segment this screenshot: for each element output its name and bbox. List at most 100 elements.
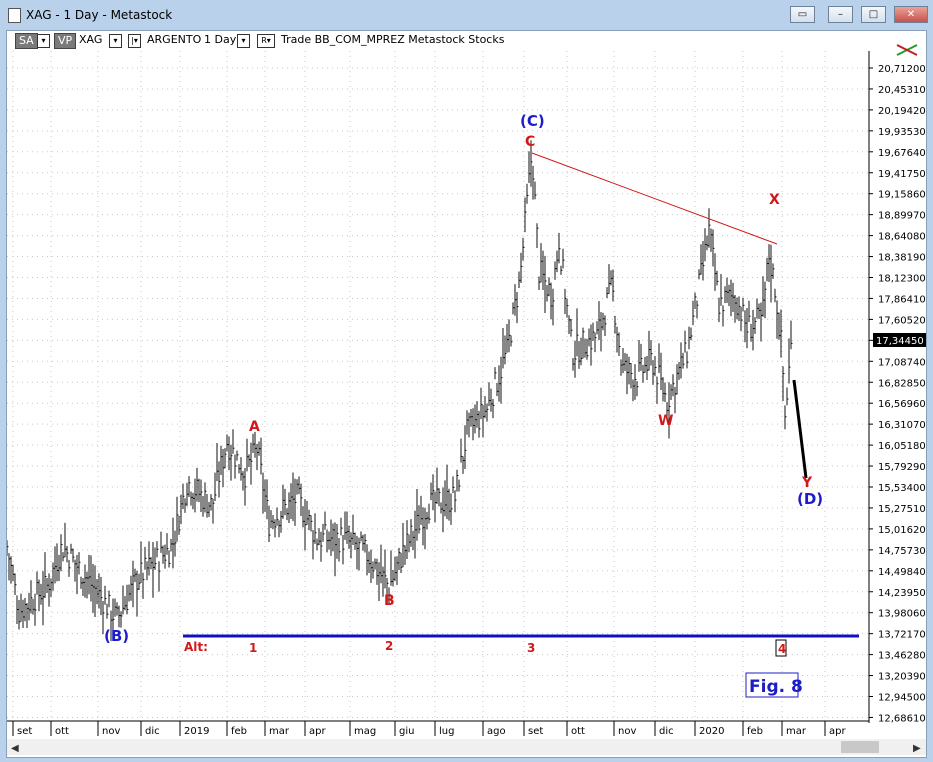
ohlc-bar xyxy=(100,577,103,616)
ohlc-bar xyxy=(68,559,71,577)
ohlc-bar xyxy=(220,445,223,476)
ohlc-bar xyxy=(226,434,229,452)
ohlc-bar xyxy=(536,223,539,248)
ohlc-bar xyxy=(46,577,49,594)
minimize-button[interactable]: – xyxy=(828,6,853,23)
ohlc-bar xyxy=(258,441,261,456)
ohlc-bar xyxy=(52,562,55,591)
ohlc-bar xyxy=(780,309,783,358)
ohlc-bars xyxy=(7,140,793,642)
ohlc-bar xyxy=(192,492,195,510)
ohlc-bar xyxy=(304,499,307,551)
security-dropdown[interactable]: |▾ xyxy=(128,33,141,48)
ohlc-bar xyxy=(560,265,563,275)
time-tick-label: set xyxy=(17,726,32,737)
scroll-thumb[interactable] xyxy=(841,741,879,753)
ohlc-bar xyxy=(658,343,661,374)
ohlc-bar xyxy=(126,584,129,615)
ohlc-bar xyxy=(476,401,479,428)
projection-line[interactable] xyxy=(792,379,808,479)
ohlc-bar xyxy=(414,510,417,559)
ohlc-bar xyxy=(432,474,435,511)
ohlc-bar xyxy=(218,461,221,498)
ohlc-bar xyxy=(118,605,121,628)
r-dropdown[interactable]: R▾ xyxy=(257,33,275,48)
ohlc-bar xyxy=(382,566,385,597)
ohlc-bar xyxy=(132,560,135,608)
ohlc-bar xyxy=(342,535,345,565)
ohlc-bar xyxy=(740,306,743,332)
sa-dropdown[interactable]: ▾ xyxy=(37,33,50,48)
maximize-button[interactable]: □ xyxy=(861,6,886,23)
ohlc-bar xyxy=(664,382,667,402)
ohlc-bar xyxy=(392,570,395,587)
symbol-dropdown[interactable]: ▾ xyxy=(109,33,122,48)
ohlc-bar xyxy=(310,515,313,532)
ohlc-bar xyxy=(38,579,41,612)
ohlc-bar xyxy=(574,340,577,378)
trendline-c-x[interactable] xyxy=(531,152,778,245)
vp-button[interactable]: VP xyxy=(54,33,77,49)
ohlc-bar xyxy=(398,547,401,570)
ohlc-bar xyxy=(556,250,559,273)
ohlc-bar xyxy=(34,593,37,626)
ohlc-bar xyxy=(146,561,149,581)
ohlc-bar xyxy=(282,484,285,519)
ohlc-bar xyxy=(572,357,575,371)
ohlc-bar xyxy=(48,573,51,607)
ohlc-bar xyxy=(586,338,589,360)
price-tick-label: 18,38190 xyxy=(878,253,926,264)
period-dropdown[interactable]: ▾ xyxy=(237,33,250,48)
ohlc-bar xyxy=(474,404,477,434)
ohlc-bar xyxy=(324,511,327,530)
ohlc-bar xyxy=(308,509,311,531)
alt-count-1: 1 xyxy=(249,641,257,655)
ohlc-bar xyxy=(156,541,159,558)
scroll-right-icon[interactable]: ▶ xyxy=(913,743,921,754)
close-button[interactable]: ✕ xyxy=(894,6,928,23)
ohlc-bar xyxy=(706,235,709,251)
ohlc-bar xyxy=(242,471,245,491)
ohlc-bar xyxy=(7,540,9,556)
restore-chart-button[interactable]: ▭ xyxy=(790,6,815,23)
ohlc-bar xyxy=(212,498,215,524)
ohlc-bar xyxy=(770,244,773,303)
ohlc-bar xyxy=(646,355,649,381)
chart-arrows-icon[interactable] xyxy=(896,44,918,56)
ohlc-bar xyxy=(356,535,359,570)
security-name: ARGENTO xyxy=(147,33,202,46)
price-axis: 20,71200 20,45310 20,19420 19,93530 19,67640… xyxy=(868,51,926,724)
horizontal-scrollbar[interactable]: ◀ ▶ xyxy=(7,739,926,755)
time-tick-label: ott xyxy=(571,726,585,737)
ohlc-bar xyxy=(528,151,531,183)
ohlc-bar xyxy=(64,522,67,558)
ohlc-bar xyxy=(272,514,275,530)
ohlc-bar xyxy=(598,301,601,341)
ohlc-bar xyxy=(320,531,323,562)
scroll-left-icon[interactable]: ◀ xyxy=(11,743,19,754)
price-chart[interactable]: 20,71200 20,45310 20,19420 19,93530 19,67640… xyxy=(7,31,926,757)
ohlc-bar xyxy=(466,410,469,435)
ohlc-bar xyxy=(422,507,425,546)
alt-count-3: 3 xyxy=(527,641,535,655)
ohlc-bar xyxy=(200,479,203,512)
ohlc-bar xyxy=(10,556,13,584)
ohlc-bar xyxy=(784,405,787,430)
ohlc-bar xyxy=(546,285,549,302)
ohlc-bar xyxy=(136,570,139,617)
ohlc-bar xyxy=(164,544,167,569)
fig-label-box xyxy=(745,672,799,698)
ohlc-bar xyxy=(640,343,643,371)
ohlc-bar xyxy=(698,269,701,280)
wave-A-label: A xyxy=(249,419,260,435)
ohlc-bar xyxy=(464,425,467,469)
ohlc-bar xyxy=(578,341,581,369)
ohlc-bar xyxy=(666,402,669,418)
ohlc-bar xyxy=(478,410,481,438)
ohlc-bar xyxy=(194,478,197,513)
ohlc-bar xyxy=(322,523,325,542)
wave-C-label: C xyxy=(525,134,535,150)
ohlc-bar xyxy=(94,565,97,617)
time-tick-label: ago xyxy=(487,726,506,737)
ohlc-bar xyxy=(508,319,511,353)
